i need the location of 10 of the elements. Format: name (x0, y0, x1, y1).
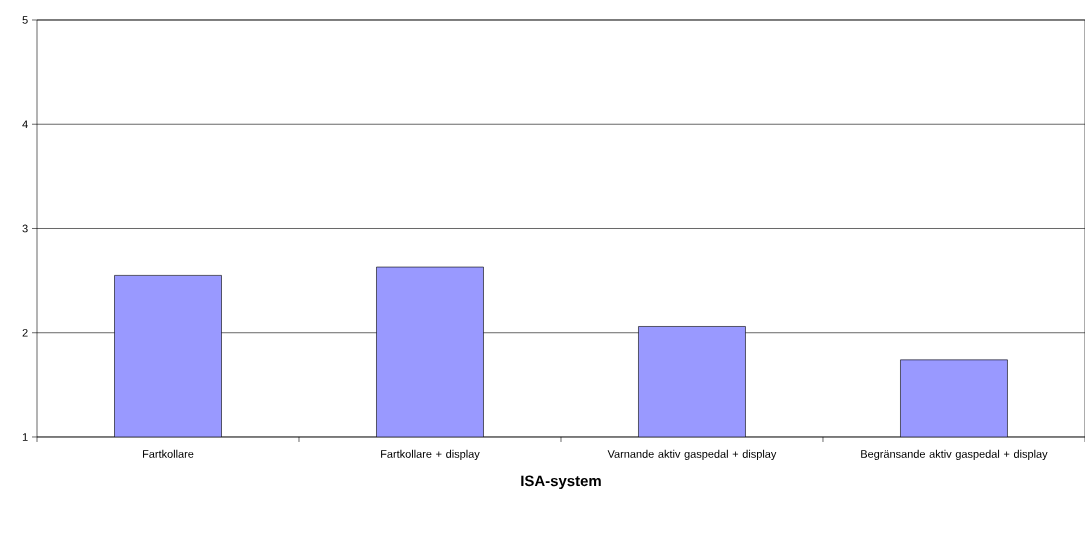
y-tick-label: 3 (22, 224, 28, 233)
x-tick-label: Varnande aktiv gaspedal + display (607, 449, 777, 461)
x-tick-label: Fartkollare + display (381, 449, 480, 461)
x-tick-label: Fartkollare (143, 449, 194, 458)
y-tick-label: 2 (22, 328, 28, 337)
x-axis-title: ISA-system (521, 475, 601, 490)
y-tick-label: 1 (22, 433, 28, 441)
x-tick-label: Begränsande aktiv gaspedal + display (861, 449, 1048, 461)
y-tick-label: 5 (22, 16, 28, 24)
y-tick-label: 4 (22, 120, 28, 129)
